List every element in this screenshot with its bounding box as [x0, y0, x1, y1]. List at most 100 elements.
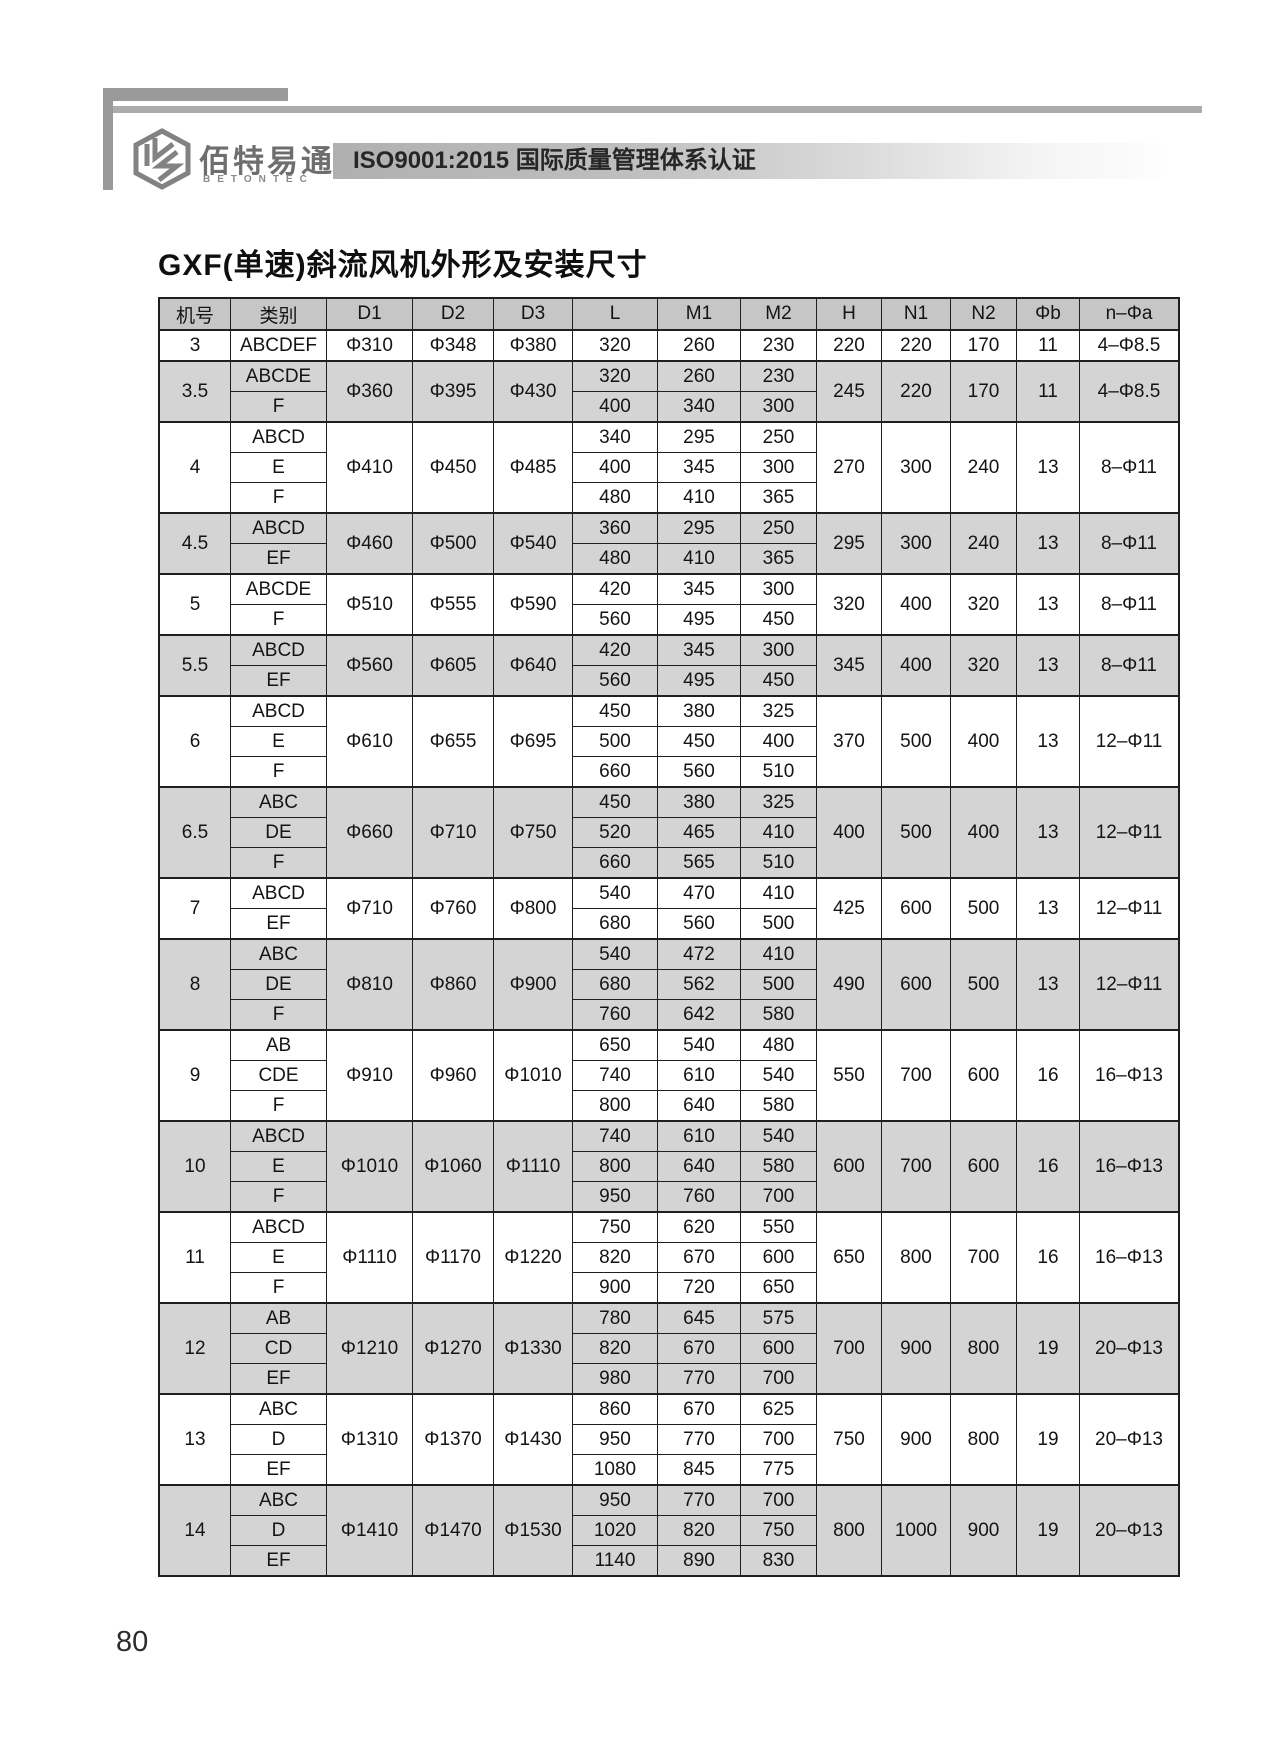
type-cell: ABCDE	[230, 573, 327, 605]
h-cell: 400	[816, 786, 882, 879]
n2-cell: 800	[950, 1393, 1017, 1486]
na-cell: 16–Φ13	[1079, 1120, 1180, 1213]
model-cell: 7	[158, 877, 231, 940]
type-cell: DE	[230, 817, 327, 848]
h-cell: 370	[816, 695, 882, 788]
type-cell: F	[230, 1272, 327, 1304]
phib-cell: 11	[1016, 329, 1080, 362]
table-row: F 950 760 700	[159, 1181, 1179, 1213]
n2-cell: 600	[950, 1029, 1017, 1122]
d3-cell: Φ640	[493, 634, 573, 697]
m2-cell: 325	[740, 695, 817, 727]
m1-cell: 295	[657, 512, 741, 544]
h-cell: 550	[816, 1029, 882, 1122]
d2-cell: Φ1470	[412, 1484, 494, 1577]
type-cell: CDE	[230, 1060, 327, 1091]
m2-cell: 300	[740, 452, 817, 483]
l-cell: 320	[572, 360, 658, 392]
m2-cell: 830	[740, 1545, 817, 1577]
spec-table-body: 3 ABCDEF Φ310 Φ348 Φ380 320 260 230 220 220 170 11 4…	[158, 329, 1180, 1577]
m2-cell: 400	[740, 726, 817, 757]
model-cell: 4	[158, 421, 231, 514]
l-cell: 950	[572, 1424, 658, 1455]
column-header-5: D3	[493, 297, 573, 331]
d2-cell: Φ1170	[412, 1211, 494, 1304]
d1-cell: Φ810	[326, 938, 413, 1031]
m2-cell: 300	[740, 573, 817, 605]
logo-en-text: BETONTEC	[203, 174, 314, 185]
type-cell: F	[230, 756, 327, 788]
l-cell: 450	[572, 695, 658, 727]
phib-cell: 13	[1016, 786, 1080, 879]
n1-cell: 500	[881, 695, 951, 788]
m2-cell: 230	[740, 329, 817, 362]
iso-certification-banner: ISO9001:2015 国际质量管理体系认证	[333, 143, 1161, 179]
m2-cell: 480	[740, 1029, 817, 1061]
type-cell: ABC	[230, 786, 327, 818]
l-cell: 660	[572, 847, 658, 879]
model-cell: 3	[158, 329, 231, 362]
d1-cell: Φ610	[326, 695, 413, 788]
m1-cell: 760	[657, 1181, 741, 1213]
m1-cell: 495	[657, 665, 741, 697]
phib-cell: 16	[1016, 1211, 1080, 1304]
table-row: DE 520 465 410	[159, 817, 1179, 848]
type-cell: ABCDEF	[230, 329, 327, 362]
phib-cell: 13	[1016, 421, 1080, 514]
type-cell: ABCD	[230, 695, 327, 727]
d1-cell: Φ1210	[326, 1302, 413, 1395]
model-cell: 11	[158, 1211, 231, 1304]
hexagon-logo-icon	[133, 128, 191, 190]
l-cell: 450	[572, 786, 658, 818]
l-cell: 900	[572, 1272, 658, 1304]
na-cell: 16–Φ13	[1079, 1211, 1180, 1304]
m2-cell: 580	[740, 999, 817, 1031]
corner-bar-top	[108, 88, 288, 101]
type-cell: EF	[230, 1363, 327, 1395]
table-row: E 400 345 300	[159, 452, 1179, 483]
d2-cell: Φ655	[412, 695, 494, 788]
n1-cell: 300	[881, 421, 951, 514]
table-row: 8 ABC Φ810 Φ860 Φ900 540 472 410 490 600 500 13 12–Φ…	[158, 938, 1180, 1031]
m1-cell: 450	[657, 726, 741, 757]
m1-cell: 640	[657, 1090, 741, 1122]
n1-cell: 600	[881, 938, 951, 1031]
table-row: F 480 410 365	[159, 482, 1179, 514]
d1-cell: Φ1110	[326, 1211, 413, 1304]
na-cell: 20–Φ13	[1079, 1484, 1180, 1577]
l-cell: 420	[572, 573, 658, 605]
d2-cell: Φ1060	[412, 1120, 494, 1213]
m1-cell: 720	[657, 1272, 741, 1304]
table-row: 11 ABCD Φ1110 Φ1170 Φ1220 750 620 550 650 800 700 1…	[158, 1211, 1180, 1304]
m2-cell: 580	[740, 1090, 817, 1122]
type-cell: F	[230, 604, 327, 636]
logo-cn-text: 佰特易通	[199, 144, 335, 179]
na-cell: 20–Φ13	[1079, 1393, 1180, 1486]
type-cell: DE	[230, 969, 327, 1000]
d1-cell: Φ1410	[326, 1484, 413, 1577]
m1-cell: 670	[657, 1242, 741, 1273]
l-cell: 400	[572, 391, 658, 423]
na-cell: 12–Φ11	[1079, 786, 1180, 879]
l-cell: 480	[572, 543, 658, 575]
m2-cell: 410	[740, 817, 817, 848]
table-row: 3.5 ABCDE Φ360 Φ395 Φ430 320 260 230 245 220 170 11…	[158, 360, 1180, 423]
table-row: DE 680 562 500	[159, 969, 1179, 1000]
n2-cell: 240	[950, 421, 1017, 514]
m2-cell: 580	[740, 1151, 817, 1182]
m1-cell: 670	[657, 1393, 741, 1425]
d3-cell: Φ900	[493, 938, 573, 1031]
l-cell: 750	[572, 1211, 658, 1243]
l-cell: 780	[572, 1302, 658, 1334]
table-row: 5.5 ABCD Φ560 Φ605 Φ640 420 345 300 345 400 320 13 8…	[158, 634, 1180, 697]
table-row: D 950 770 700	[159, 1424, 1179, 1455]
d1-cell: Φ1310	[326, 1393, 413, 1486]
m2-cell: 230	[740, 360, 817, 392]
table-row: 13 ABC Φ1310 Φ1370 Φ1430 860 670 625 750 900 800 19…	[158, 1393, 1180, 1486]
na-cell: 12–Φ11	[1079, 877, 1180, 940]
l-cell: 680	[572, 908, 658, 940]
l-cell: 1020	[572, 1515, 658, 1546]
type-cell: F	[230, 847, 327, 879]
d3-cell: Φ1530	[493, 1484, 573, 1577]
h-cell: 650	[816, 1211, 882, 1304]
